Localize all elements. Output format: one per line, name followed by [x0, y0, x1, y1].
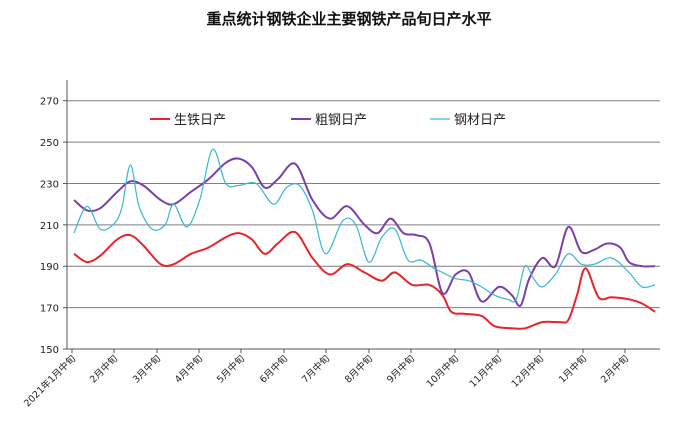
legend: 生铁日产 粗钢日产 钢材日产	[150, 113, 506, 128]
y-tick-label: 170	[40, 304, 59, 315]
x-tick-label: 5月中旬	[214, 353, 247, 386]
x-tick-label: 3月中旬	[130, 353, 163, 386]
gridlines	[67, 100, 660, 309]
y-tick-label: 210	[40, 221, 59, 232]
x-tick-label: 2月中旬	[598, 353, 631, 386]
x-tick-label: 2月中旬	[87, 353, 120, 386]
x-tick-label: 12月中旬	[509, 353, 546, 390]
axes: 150 170 190 210 230 250 270 2021年1月中旬 2月中旬 3月中旬 4月…	[21, 80, 660, 409]
legend-label: 粗钢日产	[315, 113, 367, 128]
y-tick-label: 190	[40, 262, 59, 273]
x-tick-label: 11月中旬	[467, 353, 504, 390]
x-tick-label: 9月中旬	[384, 353, 417, 386]
x-tick-label: 1月中旬	[556, 353, 589, 386]
series-line-2	[73, 157, 656, 307]
x-tick-label: 7月中旬	[299, 353, 332, 386]
legend-label: 钢材日产	[454, 113, 506, 128]
x-tick-label: 10月中旬	[424, 353, 461, 390]
y-tick-label: 230	[40, 179, 59, 190]
x-tick-label: 2021年1月中旬	[21, 353, 78, 410]
series-line-3	[73, 148, 656, 303]
series-line-1	[73, 230, 656, 330]
legend-label: 生铁日产	[174, 113, 226, 128]
x-tick-label: 8月中旬	[342, 353, 375, 386]
y-tick-label: 250	[40, 138, 59, 149]
series-lines	[73, 148, 656, 330]
x-tick-label: 6月中旬	[257, 353, 290, 386]
x-tick-label: 4月中旬	[172, 353, 205, 386]
y-tick-label: 150	[40, 345, 59, 356]
chart-title: 重点统计钢铁企业主要钢铁产品旬日产水平	[206, 10, 492, 28]
y-tick-label: 270	[40, 97, 59, 108]
